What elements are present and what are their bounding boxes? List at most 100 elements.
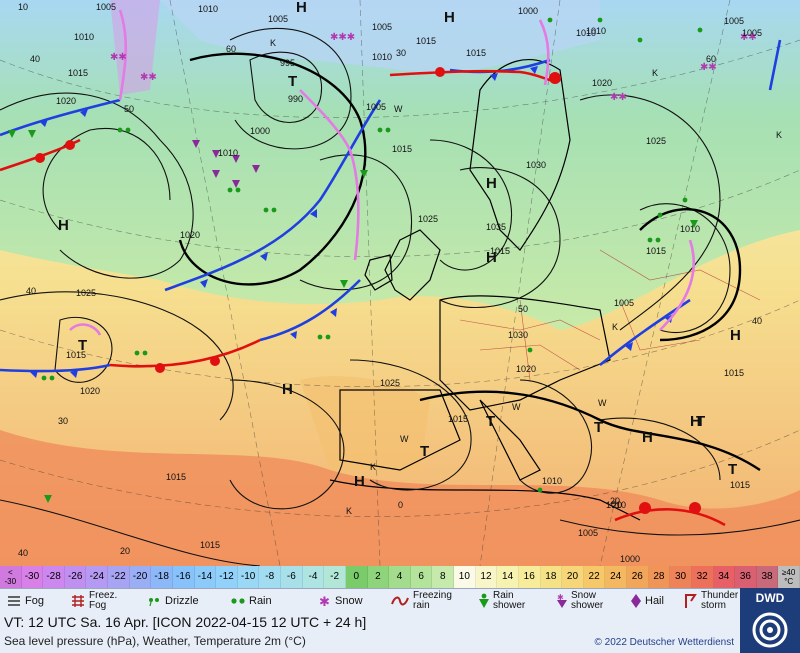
legend-label: Freezing rain bbox=[413, 590, 452, 611]
isotherm-label: 50 bbox=[518, 304, 528, 314]
temperature-scale-cell: 34 bbox=[713, 566, 736, 588]
svg-text:✱✱✱: ✱✱✱ bbox=[330, 32, 355, 43]
drizzle-icon bbox=[146, 594, 165, 608]
isobar-label: 1015 bbox=[416, 36, 436, 46]
high-pressure-center: H bbox=[58, 217, 69, 234]
isobar-label: 1000 bbox=[250, 126, 270, 136]
warm-front-bumps bbox=[35, 67, 701, 514]
isobar-label: 1010 bbox=[576, 28, 596, 38]
stability-mark-w: W bbox=[394, 104, 403, 114]
legend-hail: Hail bbox=[630, 589, 664, 613]
temperature-field-iberia bbox=[300, 376, 430, 470]
temperature-scale-cell: -24 bbox=[86, 566, 109, 588]
temperature-scale-cell: 20 bbox=[562, 566, 584, 588]
stability-mark-k: K bbox=[346, 506, 352, 516]
temperature-scale-cell: 14 bbox=[497, 566, 519, 588]
temperature-field-africa bbox=[0, 430, 800, 566]
temperature-scale-cell: < -30 bbox=[0, 566, 22, 588]
temperature-scale-cell: 30 bbox=[670, 566, 692, 588]
cold-front-teeth bbox=[30, 66, 673, 378]
low-pressure-center: T bbox=[728, 461, 737, 478]
isobar-label: 1020 bbox=[592, 78, 612, 88]
rain-icon bbox=[230, 594, 249, 608]
isobar-label: 1005 bbox=[268, 14, 288, 24]
stability-mark-k: K bbox=[270, 38, 276, 48]
isobar-label: 1005 bbox=[96, 2, 116, 12]
legend-freezing-rain: Freezing rain bbox=[390, 589, 452, 613]
temperature-scale-cell: 32 bbox=[691, 566, 714, 588]
legend-thunderstorm: Thunder storm bbox=[684, 589, 738, 613]
stability-mark-k: K bbox=[776, 130, 782, 140]
isobar-label: 1015 bbox=[166, 472, 186, 482]
legend-freezing-fog: Freez. Fog bbox=[70, 589, 117, 613]
legend-fog: Fog bbox=[6, 589, 44, 613]
high-pressure-center: H bbox=[296, 0, 307, 16]
stability-mark-k: K bbox=[652, 68, 658, 78]
isobar-label: 1015 bbox=[466, 48, 486, 58]
temperature-scale-cell: 16 bbox=[518, 566, 541, 588]
weather-symbol-legend: Fog Freez. Fog Drizzle Rain ✱ Snow Freezing ra… bbox=[0, 588, 740, 613]
isobar-label: 990 bbox=[288, 94, 303, 104]
legend-snow-shower: ✱ Snow shower bbox=[556, 589, 603, 613]
isobar-label: 1015 bbox=[730, 480, 750, 490]
temperature-field-north bbox=[0, 0, 800, 330]
isobar-label: 1020 bbox=[516, 364, 536, 374]
map-description: Sea level pressure (hPa), Weather, Tempe… bbox=[4, 634, 306, 648]
coastlines bbox=[329, 59, 641, 521]
isobar-label: 1015 bbox=[68, 68, 88, 78]
isobar-label: 1025 bbox=[380, 378, 400, 388]
isobar-label: 1010 bbox=[74, 32, 94, 42]
temperature-scale-cell: 22 bbox=[583, 566, 606, 588]
isotherm-label: 60 bbox=[706, 54, 716, 64]
isotherm-label: 20 bbox=[612, 500, 622, 510]
legend-label: Rain bbox=[249, 595, 272, 607]
isobar-label: 1000 bbox=[620, 554, 640, 564]
isobar-label: 1005 bbox=[614, 298, 634, 308]
high-pressure-center: H bbox=[486, 175, 497, 192]
temperature-scale-cell: 38 bbox=[756, 566, 779, 588]
isobar-label: 1015 bbox=[490, 246, 510, 256]
legend-label: Fog bbox=[25, 595, 44, 607]
svg-text:✱✱: ✱✱ bbox=[110, 52, 127, 63]
temperature-scale-cell: 26 bbox=[627, 566, 649, 588]
low-pressure-center: T bbox=[288, 73, 297, 90]
snow-icon: ✱ bbox=[316, 594, 335, 608]
low-pressure-center: T bbox=[594, 419, 603, 436]
high-pressure-center: H bbox=[486, 249, 497, 266]
temperature-scale-cell: -4 bbox=[302, 566, 325, 588]
stability-mark-k: K bbox=[370, 462, 376, 472]
isobar-label: 1020 bbox=[180, 230, 200, 240]
isotherm-label: 20 bbox=[610, 496, 620, 506]
isobar-label: 1000 bbox=[518, 6, 538, 16]
isobar-label: 1010 bbox=[372, 52, 392, 62]
temperature-scale-cell: -30 bbox=[21, 566, 44, 588]
isobar-label: 1030 bbox=[508, 330, 528, 340]
isotherm-label: 40 bbox=[26, 286, 36, 296]
temperature-scale-cell: 28 bbox=[648, 566, 671, 588]
temperature-scale-cell: 8 bbox=[432, 566, 455, 588]
legend-rain-shower: Rain shower bbox=[478, 589, 525, 613]
snow-symbols: ✱✱✱✱ ✱✱✱✱✱ ✱✱✱✱ bbox=[110, 32, 757, 103]
isobar-label: 1015 bbox=[392, 144, 412, 154]
temperature-scale-cell: 18 bbox=[540, 566, 563, 588]
graticule bbox=[0, 0, 800, 566]
copyright-text: © 2022 Deutscher Wetterdienst bbox=[594, 637, 734, 648]
stability-mark-w: W bbox=[598, 398, 607, 408]
temperature-scale-cell: -22 bbox=[108, 566, 130, 588]
stability-mark-w: W bbox=[400, 434, 409, 444]
isobar-label: 1010 bbox=[586, 26, 606, 36]
temperature-scale-cell: 4 bbox=[389, 566, 411, 588]
isobar-label: 1025 bbox=[76, 288, 96, 298]
temperature-scale-cell: 10 bbox=[454, 566, 476, 588]
high-pressure-center: H bbox=[444, 9, 455, 26]
isotherm-label: 30 bbox=[58, 416, 68, 426]
high-pressure-center: H bbox=[730, 327, 741, 344]
temperature-scale-cell: 6 bbox=[410, 566, 433, 588]
svg-text:✱✱: ✱✱ bbox=[610, 92, 627, 103]
svg-text:✱: ✱ bbox=[319, 595, 330, 608]
isobar-label: 1010 bbox=[218, 148, 238, 158]
valid-time-text: VT: 12 UTC Sa. 16 Apr. [ICON 2022-04-15 … bbox=[4, 614, 367, 630]
stability-mark-k: K bbox=[612, 322, 618, 332]
isobar-label: 1005 bbox=[372, 22, 392, 32]
